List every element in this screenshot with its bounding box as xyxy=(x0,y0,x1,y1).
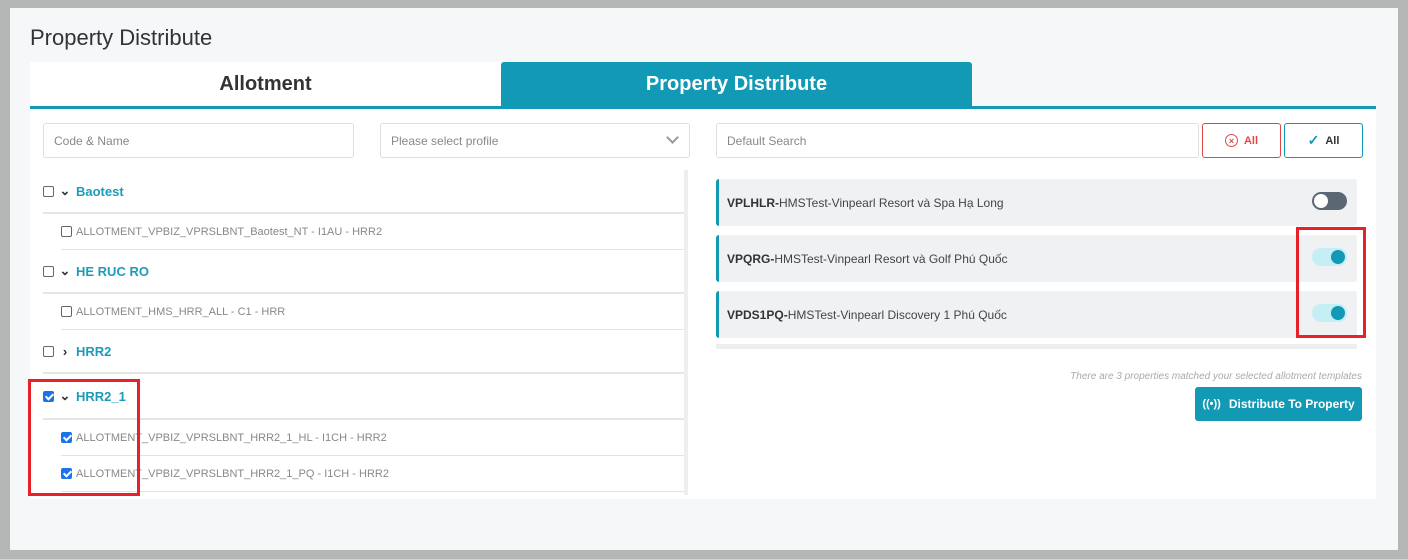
tree-group-he-ruc-ro: ⌄ HE RUC RO xyxy=(43,250,686,294)
profile-select-placeholder: Please select profile xyxy=(391,133,499,148)
property-row: VPQRG- HMSTest-Vinpearl Resort và Golf P… xyxy=(716,235,1357,282)
tree-group-baotest: ⌄ Baotest xyxy=(43,170,686,214)
property-code: VPDS1PQ- xyxy=(727,307,788,322)
tree-item: ALLOTMENT_VPBIZ_VPRSLBNT_HRR2_1_PQ - I1C… xyxy=(61,456,686,492)
property-search-input[interactable]: Default Search xyxy=(716,123,1199,158)
property-toggle[interactable] xyxy=(1312,192,1347,210)
group-checkbox[interactable] xyxy=(43,265,54,277)
page-title: Property Distribute xyxy=(30,25,213,50)
select-all-button[interactable]: ✓ All xyxy=(1284,123,1363,158)
group-name[interactable]: HRR2 xyxy=(76,343,112,359)
group-checkbox[interactable] xyxy=(43,185,54,197)
item-checkbox[interactable] xyxy=(61,432,72,443)
close-circle-icon: × xyxy=(1224,134,1238,147)
property-name: HMSTest-Vinpearl Discovery 1 Phú Quốc xyxy=(787,307,1007,322)
highlight-box-right xyxy=(1296,227,1366,338)
property-code: VPLHLR- xyxy=(727,195,779,210)
property-row: VPDS1PQ- HMSTest-Vinpearl Discovery 1 Ph… xyxy=(716,291,1357,338)
property-code: VPQRG- xyxy=(727,251,775,266)
chevron-down-icon[interactable]: ⌄ xyxy=(59,263,71,278)
item-checkbox[interactable] xyxy=(61,468,72,479)
tree-item: ALLOTMENT_VPBIZ_VPRSLBNT_HRR2_1_HL - I1C… xyxy=(61,420,686,456)
property-name: HMSTest-Vinpearl Resort và Golf Phú Quốc xyxy=(774,251,1008,266)
chevron-down-icon xyxy=(666,131,679,144)
tree-group-hrr2: › HRR2 xyxy=(43,330,686,374)
item-label: ALLOTMENT_VPBIZ_VPRSLBNT_HRR2_1_PQ - I1C… xyxy=(76,467,389,480)
item-checkbox[interactable] xyxy=(61,306,72,317)
chevron-right-icon[interactable]: › xyxy=(62,343,68,359)
tree-item: ALLOTMENT_VPBIZ_VPRSLBNT_Baotest_NT - I1… xyxy=(61,214,686,250)
property-row: VPLHLR- HMSTest-Vinpearl Resort và Spa H… xyxy=(716,179,1357,226)
list-scrollbar[interactable] xyxy=(716,344,1357,349)
tree-group-hrr2-1: ⌄ HRR2_1 xyxy=(43,374,686,420)
group-checkbox[interactable] xyxy=(43,345,54,357)
check-circle-icon: ✓ xyxy=(1307,132,1320,148)
group-checkbox[interactable] xyxy=(43,390,54,402)
broadcast-icon: ((•)) xyxy=(1202,398,1221,410)
chevron-down-icon[interactable]: ⌄ xyxy=(59,388,71,403)
property-name: HMSTest-Vinpearl Resort và Spa Hạ Long xyxy=(779,195,1004,210)
tree-scrollbar[interactable] xyxy=(684,170,688,495)
group-name[interactable]: HRR2_1 xyxy=(76,388,126,404)
tree-item: ALLOTMENT_HMS_HRR_ALL - C1 - HRR xyxy=(61,294,686,330)
distribute-to-property-button[interactable]: ((•)) Distribute To Property xyxy=(1195,387,1362,421)
select-all-label: All xyxy=(1325,134,1340,147)
group-name[interactable]: HE RUC RO xyxy=(76,263,149,279)
tab-underline xyxy=(30,106,1376,109)
item-label: ALLOTMENT_VPBIZ_VPRSLBNT_Baotest_NT - I1… xyxy=(76,225,383,238)
property-toggle[interactable] xyxy=(1312,304,1347,322)
chevron-down-icon[interactable]: ⌄ xyxy=(59,183,71,198)
group-name[interactable]: Baotest xyxy=(76,183,124,199)
highlight-box-left xyxy=(28,379,140,496)
item-checkbox[interactable] xyxy=(61,226,72,237)
deselect-all-button[interactable]: × All xyxy=(1202,123,1281,158)
code-name-input[interactable]: Code & Name xyxy=(43,123,354,158)
tab-allotment[interactable]: Allotment xyxy=(30,62,501,107)
item-label: ALLOTMENT_HMS_HRR_ALL - C1 - HRR xyxy=(76,305,286,318)
profile-select[interactable]: Please select profile xyxy=(380,123,690,158)
tab-property-distribute[interactable]: Property Distribute xyxy=(501,62,972,107)
allotment-tree: ⌄ Baotest ALLOTMENT_VPBIZ_VPRSLBNT_Baotes… xyxy=(43,170,686,495)
deselect-all-label: All xyxy=(1243,134,1259,147)
match-note: There are 3 properties matched your sele… xyxy=(1070,371,1362,382)
distribute-label: Distribute To Property xyxy=(1228,397,1355,411)
property-toggle[interactable] xyxy=(1312,248,1347,266)
item-label: ALLOTMENT_VPBIZ_VPRSLBNT_HRR2_1_HL - I1C… xyxy=(76,431,387,444)
